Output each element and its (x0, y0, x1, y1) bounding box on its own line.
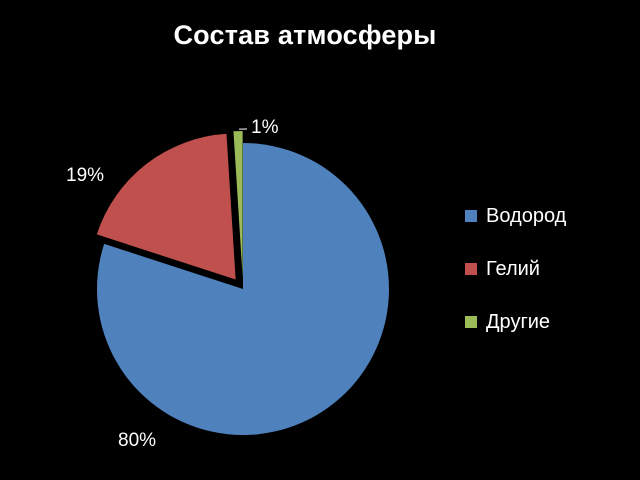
legend-label-0: Водород (486, 204, 567, 227)
slice-label-2: 1% (251, 117, 279, 138)
legend-label-2: Другие (486, 310, 551, 333)
legend-swatch-0 (465, 210, 477, 222)
pie-slice-2 (233, 131, 243, 278)
legend: Водород Гелий Другие (465, 202, 566, 361)
chart-title: Состав атмосферы (173, 20, 437, 50)
legend-swatch-1 (465, 263, 477, 275)
slice-label-0: 80% (118, 430, 156, 451)
pie-slices (96, 131, 390, 436)
pie-slice-0 (97, 143, 390, 436)
slice-label-1: 19% (66, 165, 104, 186)
legend-item-1: Гелий (465, 255, 566, 283)
legend-item-2: Другие (465, 308, 566, 336)
legend-swatch-2 (465, 316, 477, 328)
legend-item-0: Водород (465, 202, 566, 230)
pie-slice-1 (96, 133, 236, 280)
legend-label-1: Гелий (486, 257, 540, 280)
